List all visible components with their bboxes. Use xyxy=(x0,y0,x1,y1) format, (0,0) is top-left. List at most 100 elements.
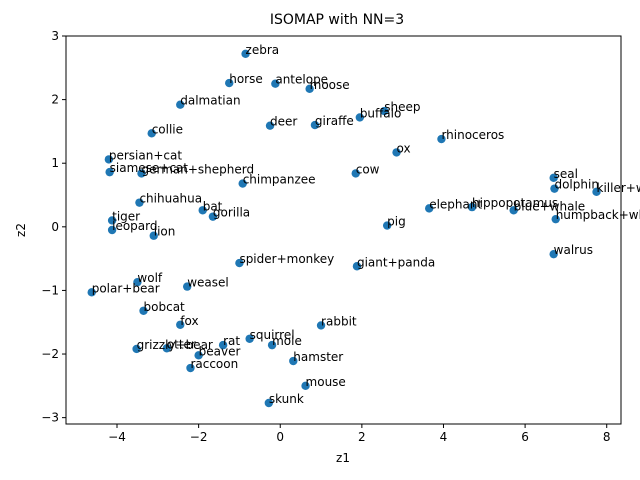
x-axis-label: z1 xyxy=(336,451,350,465)
point-label: blue+whale xyxy=(514,199,585,213)
point-label: leopard xyxy=(112,219,157,233)
data-point xyxy=(551,214,560,224)
data-point xyxy=(271,79,280,88)
point-label: lion xyxy=(154,225,176,239)
point-label: gorilla xyxy=(213,206,250,220)
data-point xyxy=(380,106,389,116)
point-label: hamster xyxy=(293,350,343,364)
data-point xyxy=(245,334,254,343)
chart-title: ISOMAP with NN=3 xyxy=(270,12,404,28)
x-tick-label: 2 xyxy=(358,430,366,444)
point-label: wolf xyxy=(137,271,162,285)
data-point xyxy=(176,320,185,329)
data-point xyxy=(264,398,274,408)
data-point xyxy=(352,262,362,271)
data-point xyxy=(105,167,114,177)
data-point xyxy=(549,173,558,183)
point-label: buffalo xyxy=(360,106,402,120)
point-label: collie xyxy=(152,122,183,136)
data-point xyxy=(176,100,185,109)
data-point xyxy=(218,340,228,350)
point-label: skunk xyxy=(269,392,304,406)
point-label: giant+panda xyxy=(357,255,435,269)
point-label: squirrel xyxy=(250,328,295,342)
point-label: polar+bear xyxy=(92,281,160,295)
point-label: tiger xyxy=(112,209,140,223)
point-label: siamese+cat xyxy=(110,161,189,175)
data-point xyxy=(149,231,158,240)
y-tick-label: −2 xyxy=(41,347,59,361)
point-label: killer+whale xyxy=(597,181,640,195)
data-point xyxy=(208,212,218,221)
data-point xyxy=(238,179,247,188)
point-label: raccoon xyxy=(190,357,238,371)
point-label: zebra xyxy=(246,43,280,57)
point-label: dolphin xyxy=(554,178,598,192)
data-point xyxy=(351,169,360,178)
data-point xyxy=(235,258,244,268)
data-point xyxy=(194,351,203,360)
data-point xyxy=(310,120,320,130)
data-point xyxy=(104,155,114,164)
point-label: sheep xyxy=(384,100,420,114)
data-point xyxy=(467,202,477,212)
point-label: bobcat xyxy=(144,300,186,314)
data-point xyxy=(437,134,446,144)
data-point xyxy=(135,198,144,207)
point-label: deer xyxy=(270,115,297,129)
data-point xyxy=(87,288,96,297)
point-label: spider+monkey xyxy=(239,252,334,266)
data-point xyxy=(107,225,117,235)
point-label: humpback+whale xyxy=(556,208,640,222)
data-point xyxy=(186,363,195,373)
data-point xyxy=(107,216,117,225)
point-label: giraffe xyxy=(315,114,354,128)
y-tick-label: 3 xyxy=(51,29,59,43)
data-point xyxy=(382,221,392,230)
data-point xyxy=(301,381,310,391)
point-label: horse xyxy=(229,72,263,86)
y-tick-label: 1 xyxy=(51,156,59,170)
point-label: bat xyxy=(203,199,223,213)
point-label: ox xyxy=(397,141,411,155)
point-label: seal xyxy=(554,167,578,181)
point-label: chihuahua xyxy=(139,192,202,206)
point-label: elephant xyxy=(429,197,482,211)
data-point xyxy=(289,356,298,366)
point-label: german+shepherd xyxy=(141,162,254,176)
x-tick-label: −4 xyxy=(108,430,126,444)
y-axis-label: z2 xyxy=(14,223,28,237)
y-tick-label: 2 xyxy=(51,93,59,107)
data-point xyxy=(147,129,156,138)
data-point xyxy=(549,249,558,259)
plot-frame xyxy=(65,35,622,425)
point-label: weasel xyxy=(187,276,229,290)
point-label: mouse xyxy=(306,375,346,389)
x-tick-label: 6 xyxy=(521,430,529,444)
point-label: persian+cat xyxy=(109,148,182,162)
data-point xyxy=(509,206,518,215)
point-label: chimpanzee xyxy=(243,173,316,187)
point-label: dalmatian xyxy=(180,94,240,108)
point-label: antelope xyxy=(275,73,328,87)
data-point xyxy=(241,49,250,59)
y-tick-label: −3 xyxy=(41,411,59,425)
data-point xyxy=(137,169,146,178)
y-tick-label: −1 xyxy=(41,283,59,297)
point-label: moose xyxy=(310,78,350,92)
data-point xyxy=(550,184,559,193)
x-tick-label: −2 xyxy=(190,430,208,444)
data-point xyxy=(265,121,275,130)
y-tick-label: 0 xyxy=(51,220,59,234)
axis-ticks: −4 −2 0 2 4 6 8 −3 −2 −1 0 1 2 3 xyxy=(41,29,610,444)
data-point xyxy=(183,282,192,291)
point-label: otter xyxy=(167,337,196,351)
x-tick-label: 4 xyxy=(440,430,448,444)
data-point xyxy=(424,204,434,213)
data-point xyxy=(592,187,601,197)
point-label: rhinoceros xyxy=(441,128,504,142)
point-label: walrus xyxy=(554,243,593,257)
data-point xyxy=(225,78,234,88)
